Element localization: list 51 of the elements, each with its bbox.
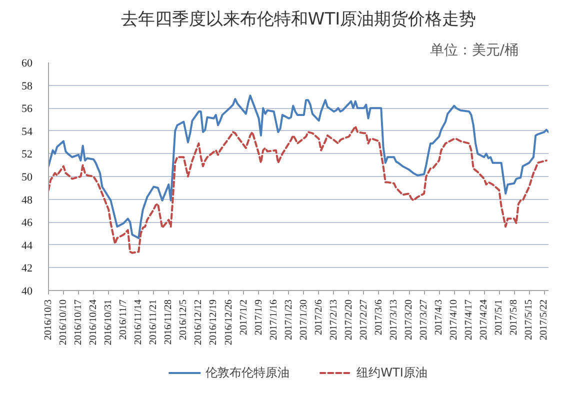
x-tick-label: 2016/12/5 [178, 299, 190, 340]
y-tick-label: 56 [22, 103, 33, 116]
x-tick-label: 2017/3/6 [373, 299, 384, 336]
x-tick-label: 2017/3/20 [404, 299, 415, 340]
x-tick-label: 2017/5/22 [538, 299, 550, 340]
y-tick-label: 60 [22, 58, 33, 70]
y-tick-label: 54 [22, 126, 33, 138]
x-tick-label: 2017/2/6 [313, 299, 324, 336]
text: 单位：美元/桶 [430, 42, 518, 58]
x-tick-label: 2017/2/27 [358, 299, 370, 340]
x-tick-label: 2017/1/9 [253, 299, 264, 336]
legend-label: 纽约WTI原油 [356, 364, 428, 381]
x-tick-label: 2017/4/24 [478, 299, 490, 340]
y-tick-label: 58 [22, 80, 33, 92]
x-tick-label: 2016/10/10 [58, 299, 70, 346]
x-tick-label: 2016/11/14 [133, 300, 144, 345]
y-tick-label: 46 [22, 217, 33, 230]
x-tick-label: 2016/12/12 [193, 299, 204, 346]
x-tick-label: 2017/5/1 [494, 299, 505, 336]
x-tick-label: 2016/11/21 [148, 300, 160, 345]
x-tick-label: 2016/10/17 [73, 299, 84, 346]
x-tick-label: 2016/10/24 [88, 299, 100, 346]
x-tick-label: 2017/2/20 [343, 299, 354, 340]
y-tick-label: 40 [22, 286, 33, 298]
y-tick-label: 44 [22, 240, 33, 252]
x-tick-label: 2017/4/10 [448, 299, 460, 340]
x-tick-label: 2017/1/16 [268, 299, 280, 340]
line-series [48, 94, 548, 240]
x-tick-label: 2017/5/15 [524, 299, 535, 340]
legend-label: 伦敦布伦特原油 [206, 364, 290, 381]
x-tick-label: 2017/2/13 [328, 299, 340, 340]
y-tick-label: 42 [22, 262, 32, 275]
chart-title: 去年四季度以来布伦特和WTI原油期货价格走势 [120, 10, 476, 30]
x-tick-label: 2016/10/3 [43, 299, 54, 340]
x-tick-label: 2016/12/26 [223, 299, 234, 346]
x-tick-label: 2017/1/2 [238, 299, 250, 336]
y-tick-label: 48 [22, 194, 33, 206]
x-tick-label: 2017/1/23 [283, 299, 294, 340]
x-tick-label: 2017/3/13 [388, 299, 400, 340]
x-tick-label: 2017/4/17 [464, 299, 475, 340]
x-tick-label: 2017/4/3 [434, 299, 445, 336]
x-tick-label: 2016/12/19 [208, 299, 220, 346]
x-tick-label: 2017/1/30 [298, 299, 310, 340]
x-tick-label: 2017/3/27 [418, 299, 430, 340]
x-tick-label: 2016/11/7 [118, 300, 130, 340]
x-tick-label: 2016/11/28 [163, 300, 174, 345]
x-tick-label: 2016/10/31 [103, 299, 114, 346]
line-series [48, 125, 548, 254]
x-tick-label: 2017/5/8 [508, 299, 520, 336]
y-tick-label: 50 [22, 172, 33, 184]
y-tick-label: 52 [22, 148, 32, 161]
